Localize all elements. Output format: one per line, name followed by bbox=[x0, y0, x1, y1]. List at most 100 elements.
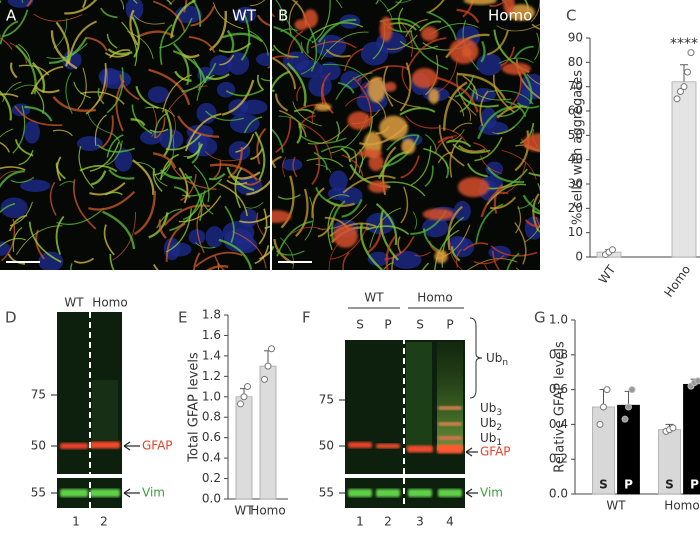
filament bbox=[397, 236, 402, 254]
aggregate bbox=[379, 115, 409, 141]
filament bbox=[514, 130, 530, 172]
y-tick-label: 1.2 bbox=[202, 369, 221, 383]
y-axis-label: Relative GFAP levels bbox=[553, 341, 568, 473]
filament bbox=[275, 117, 292, 153]
y-tick-label: 0.6 bbox=[202, 430, 221, 444]
filament bbox=[52, 129, 73, 137]
filament bbox=[280, 28, 298, 33]
filament bbox=[530, 0, 540, 23]
filament bbox=[64, 0, 98, 15]
filament bbox=[315, 164, 332, 173]
filament bbox=[166, 0, 173, 5]
filament bbox=[510, 71, 522, 107]
filament bbox=[320, 145, 355, 153]
mw-marker: 50 bbox=[31, 439, 46, 453]
filament bbox=[28, 221, 62, 263]
data-point bbox=[628, 386, 636, 394]
filament bbox=[307, 124, 349, 145]
mw-marker: 55 bbox=[319, 486, 334, 500]
filament bbox=[401, 66, 411, 92]
filament bbox=[466, 162, 488, 178]
arrow-head bbox=[123, 488, 131, 498]
filament bbox=[240, 11, 251, 61]
y-tick-label: 70 bbox=[568, 79, 583, 93]
filament bbox=[152, 264, 159, 270]
filament bbox=[232, 231, 267, 269]
micrograph bbox=[272, 0, 540, 270]
filament bbox=[149, 128, 169, 133]
filament bbox=[256, 14, 270, 27]
filament bbox=[535, 216, 540, 228]
filament bbox=[55, 215, 65, 255]
ub-label: Ubn bbox=[486, 351, 508, 368]
filament bbox=[2, 9, 29, 38]
filament bbox=[400, 155, 420, 179]
data-point bbox=[596, 420, 604, 428]
nucleus bbox=[0, 197, 28, 219]
filament bbox=[0, 166, 26, 171]
filament bbox=[317, 219, 334, 238]
filament bbox=[435, 76, 479, 113]
filament bbox=[219, 54, 235, 66]
filament bbox=[335, 0, 343, 9]
filament bbox=[131, 16, 141, 58]
filament bbox=[184, 172, 203, 222]
filament bbox=[400, 186, 409, 224]
y-tick-label: 50 bbox=[568, 128, 583, 142]
filament bbox=[446, 140, 472, 148]
filament bbox=[192, 58, 202, 91]
data-point bbox=[237, 400, 244, 408]
filament bbox=[345, 96, 367, 107]
filament bbox=[226, 166, 255, 192]
filament bbox=[428, 0, 445, 14]
filament bbox=[188, 36, 216, 53]
aggregate bbox=[401, 138, 416, 155]
filament bbox=[102, 210, 136, 250]
y-tick-label: 0.0 bbox=[549, 487, 568, 501]
filament bbox=[320, 31, 369, 60]
filament bbox=[531, 23, 540, 30]
filament bbox=[524, 224, 540, 243]
filament bbox=[493, 183, 504, 214]
filament bbox=[178, 167, 189, 204]
nucleus bbox=[391, 250, 422, 269]
filament bbox=[385, 235, 397, 270]
data-point bbox=[268, 345, 275, 353]
filament bbox=[452, 122, 473, 133]
mw-marker: 50 bbox=[319, 439, 334, 453]
data-point bbox=[677, 88, 684, 96]
filament bbox=[410, 145, 432, 186]
aggregate bbox=[422, 208, 454, 221]
filament bbox=[306, 157, 344, 168]
filament bbox=[52, 96, 97, 112]
filament bbox=[30, 65, 64, 95]
filament bbox=[506, 252, 520, 270]
filament bbox=[395, 0, 412, 3]
filament bbox=[289, 226, 324, 236]
data-point bbox=[600, 403, 607, 411]
aggregate bbox=[503, 0, 515, 15]
filament bbox=[24, 105, 53, 122]
filament bbox=[457, 144, 486, 153]
filament bbox=[225, 89, 264, 97]
filament bbox=[1, 219, 16, 262]
filament bbox=[452, 143, 491, 154]
filament bbox=[70, 263, 73, 270]
filament bbox=[15, 44, 37, 95]
filament bbox=[414, 251, 431, 257]
y-tick-label: 1.0 bbox=[202, 389, 221, 403]
y-tick-label: 80 bbox=[568, 55, 583, 69]
filament bbox=[100, 7, 118, 19]
smear bbox=[92, 380, 118, 440]
aggregate bbox=[428, 88, 440, 104]
filament bbox=[106, 134, 124, 158]
filament bbox=[514, 222, 527, 265]
data-point bbox=[694, 377, 700, 385]
filament bbox=[439, 127, 468, 145]
filament bbox=[73, 179, 97, 230]
filament bbox=[344, 48, 364, 72]
group-label: WT bbox=[364, 291, 384, 305]
filament bbox=[163, 109, 173, 157]
filament bbox=[79, 164, 118, 173]
filament bbox=[447, 205, 463, 251]
